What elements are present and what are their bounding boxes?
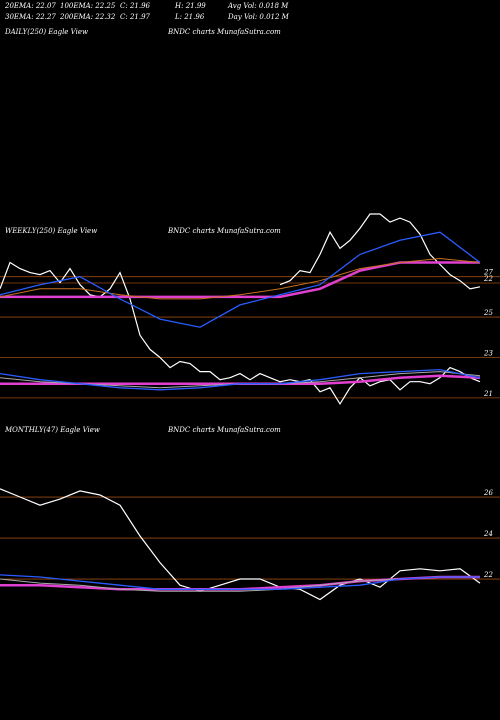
series-line xyxy=(0,574,480,590)
panel-subtitle: BNDC charts MunafaSutra.com xyxy=(167,426,281,434)
header-stat: C: 21.96 xyxy=(120,2,151,10)
header-stat: Day Vol: 0.012 M xyxy=(227,13,290,21)
header-stat: 20EMA: 22.07 xyxy=(4,2,56,10)
series-line xyxy=(279,213,481,290)
y-tick-label: 24 xyxy=(483,530,493,538)
header-stat: 200EMA: 22.32 xyxy=(59,13,116,21)
y-tick-label: 22 xyxy=(483,571,493,579)
y-tick-label: 22 xyxy=(483,275,493,283)
series-line xyxy=(0,231,481,328)
y-tick-label: 23 xyxy=(483,349,493,357)
header-stat: H: 21.99 xyxy=(174,2,206,10)
header-stat: L: 21.96 xyxy=(174,13,205,21)
header-stat: 30EMA: 22.27 xyxy=(5,13,56,21)
series-line xyxy=(0,257,481,300)
panel-subtitle: BNDC charts MunafaSutra.com xyxy=(167,28,281,36)
y-tick-label: 26 xyxy=(483,489,493,497)
y-tick-label: 21 xyxy=(483,390,493,398)
panel-subtitle: BNDC charts MunafaSutra.com xyxy=(167,227,281,235)
panel-title: DAILY(250) Eagle View xyxy=(4,28,88,36)
series-line xyxy=(0,368,481,391)
panel-title: MONTHLY(47) Eagle View xyxy=(4,426,100,434)
y-tick-label: 25 xyxy=(483,309,493,317)
header-stat: C: 21.97 xyxy=(120,13,151,21)
header-stat: Avg Vol: 0.018 M xyxy=(227,2,289,10)
header-stat: 100EMA: 22.25 xyxy=(60,2,116,10)
panel-title: WEEKLY(250) Eagle View xyxy=(5,227,97,235)
y-tick-label: 27 xyxy=(483,269,493,277)
series-line xyxy=(0,261,481,406)
series-line xyxy=(0,488,481,601)
